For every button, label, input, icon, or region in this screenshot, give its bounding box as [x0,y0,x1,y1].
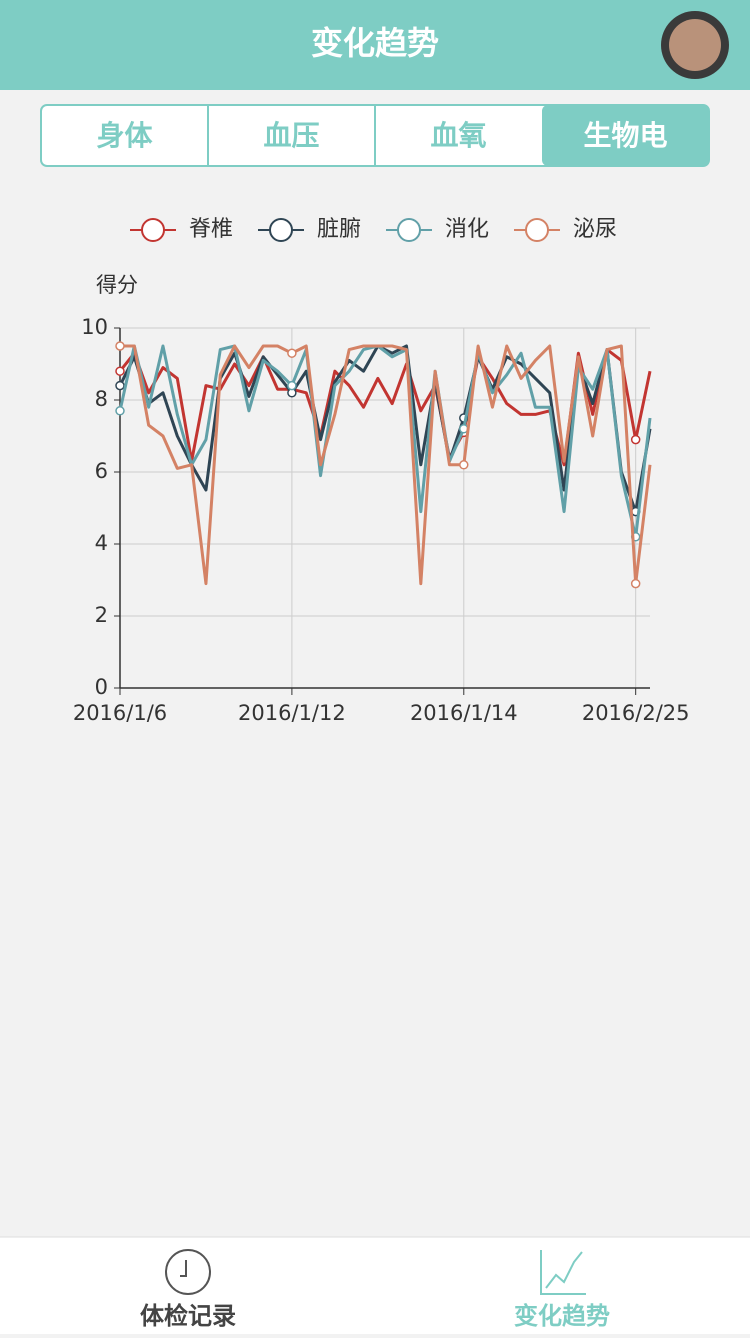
data-point [287,380,297,391]
nav-label[interactable]: 体检记录 [140,1302,236,1330]
legend-marker [397,218,421,242]
data-point [459,460,469,470]
header-title: 变化趋势 [311,24,439,62]
legend-marker [525,218,549,242]
legend-marker [269,218,293,242]
avatar-face [669,19,721,71]
tab-label[interactable]: 身体 [96,119,153,152]
data-point [287,348,297,358]
series-line [118,344,652,539]
y-tick-label: 0 [95,675,108,699]
data-point [115,366,125,376]
tab-label[interactable]: 血压 [263,119,319,152]
tab-label[interactable]: 血氧 [430,119,486,152]
legend-label[interactable]: 脊椎 [189,217,233,242]
series-line [118,348,652,467]
y-tick-label: 6 [95,459,108,483]
data-point [115,406,125,416]
legend-label[interactable]: 脏腑 [317,217,361,242]
bottom-nav [0,1237,750,1334]
legend-label[interactable]: 消化 [445,217,489,242]
data-point [115,341,125,351]
x-tick-label: 2016/2/25 [582,701,690,725]
data-point [630,434,641,445]
x-tick-label: 2016/1/6 [73,701,167,725]
series-line [120,344,652,586]
x-tick-label: 2016/1/12 [238,701,346,725]
y-tick-label: 8 [95,387,108,411]
legend-marker [141,218,165,242]
nav-label[interactable]: 变化趋势 [514,1302,610,1330]
series-line [118,344,652,514]
y-axis-label: 得分 [96,273,138,297]
tab-active-bg [542,105,709,166]
data-point [630,578,641,589]
y-tick-label: 4 [95,531,108,555]
tab-label[interactable]: 生物电 [583,119,667,152]
chart-icon [540,1250,586,1295]
legend-label[interactable]: 泌尿 [573,217,617,242]
clock-icon [165,1249,211,1295]
header-bar [0,0,750,90]
clock-hands [180,1260,187,1277]
x-tick-label: 2016/1/14 [410,701,518,725]
y-tick-label: 2 [95,603,108,627]
y-tick-label: 10 [81,315,108,339]
data-point [115,380,125,391]
